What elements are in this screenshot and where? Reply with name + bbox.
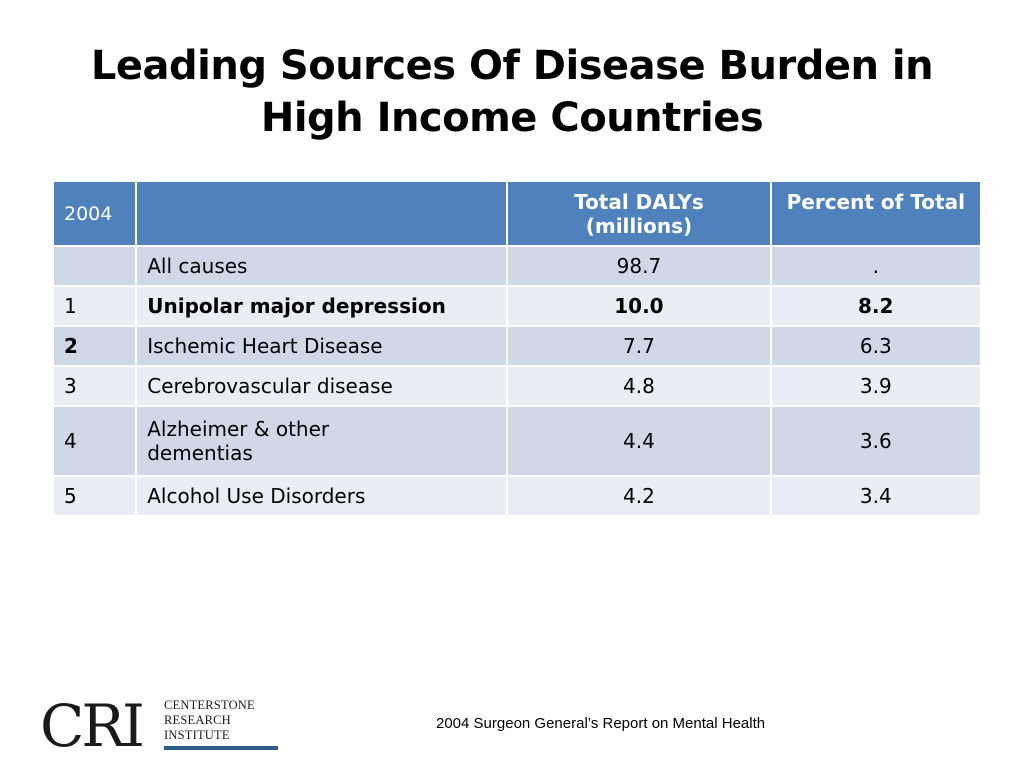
cri-logo: CRI CENTERSTONE RESEARCH INSTITUTE xyxy=(40,696,280,756)
cause-cell: Unipolar major depression xyxy=(135,285,509,327)
cause-cell: Cerebrovascular disease xyxy=(135,365,509,407)
table-row: 4 Alzheimer & other dementias 4.4 3.6 xyxy=(51,405,983,477)
table-row: All causes 98.7 . xyxy=(51,245,983,287)
header-year: 2004 xyxy=(51,180,138,247)
dalys-cell: 4.8 xyxy=(506,365,772,407)
percent-cell: . xyxy=(769,245,983,287)
cause-cell: Alzheimer & other dementias xyxy=(135,405,509,477)
header-percent: Percent of Total xyxy=(769,180,983,247)
dalys-cell: 10.0 xyxy=(506,285,772,327)
table-row: 1 Unipolar major depression 10.0 8.2 xyxy=(51,285,983,327)
table-header-row: 2004 Total DALYs (millions) Percent of T… xyxy=(51,180,983,247)
percent-cell: 3.9 xyxy=(769,365,983,407)
table-row: 3 Cerebrovascular disease 4.8 3.9 xyxy=(51,365,983,407)
logo-accent-rule xyxy=(164,746,278,750)
header-cause xyxy=(135,180,509,247)
cause-cell: Alcohol Use Disorders xyxy=(135,475,509,517)
rank-cell: 5 xyxy=(51,475,138,517)
cause-cell: Ischemic Heart Disease xyxy=(135,325,509,367)
rank-cell: 4 xyxy=(51,405,138,477)
disease-burden-table: 2004 Total DALYs (millions) Percent of T… xyxy=(51,180,983,517)
dalys-cell: 4.2 xyxy=(506,475,772,517)
percent-cell: 3.4 xyxy=(769,475,983,517)
percent-cell: 3.6 xyxy=(769,405,983,477)
logo-wordmark: CENTERSTONE RESEARCH INSTITUTE xyxy=(164,698,255,743)
title-line-1: Leading Sources Of Disease Burden in xyxy=(90,43,934,89)
table-row: 2 Ischemic Heart Disease 7.7 6.3 xyxy=(51,325,983,367)
source-citation: 2004 Surgeon General’s Report on Mental … xyxy=(436,715,766,732)
dalys-cell: 7.7 xyxy=(506,325,772,367)
logo-mark: CRI xyxy=(40,692,145,760)
percent-cell: 6.3 xyxy=(769,325,983,367)
logo-line-1: CENTERSTONE xyxy=(164,698,255,712)
logo-line-3: INSTITUTE xyxy=(164,728,230,742)
dalys-cell: 98.7 xyxy=(506,245,772,287)
table-row: 5 Alcohol Use Disorders 4.2 3.4 xyxy=(51,475,983,517)
percent-cell: 8.2 xyxy=(769,285,983,327)
rank-cell xyxy=(51,245,138,287)
rank-cell: 1 xyxy=(51,285,138,327)
cause-cell: All causes xyxy=(135,245,509,287)
rank-cell: 2 xyxy=(51,325,138,367)
logo-line-2: RESEARCH xyxy=(164,713,231,727)
title-line-2: High Income Countries xyxy=(260,95,764,141)
header-dalys: Total DALYs (millions) xyxy=(506,180,772,247)
dalys-cell: 4.4 xyxy=(506,405,772,477)
slide-title: Leading Sources Of Disease Burden in Hig… xyxy=(60,40,964,144)
rank-cell: 3 xyxy=(51,365,138,407)
